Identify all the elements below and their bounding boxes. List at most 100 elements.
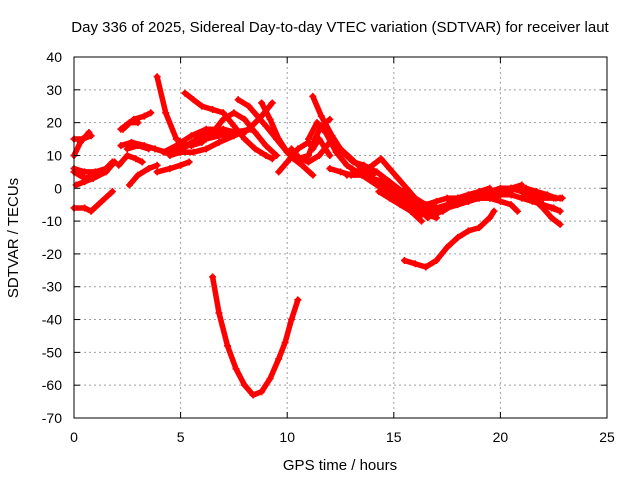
data-point <box>432 207 440 215</box>
data-point <box>422 211 430 219</box>
series-line <box>116 152 145 169</box>
data-point <box>224 342 232 350</box>
series-line <box>71 188 116 214</box>
data-point <box>230 132 238 140</box>
data-point <box>140 142 148 150</box>
data-point <box>411 260 419 268</box>
data-point <box>215 309 223 317</box>
data-point <box>151 145 159 153</box>
data-point <box>198 102 206 110</box>
data-point <box>219 109 227 117</box>
data-point <box>241 115 249 123</box>
y-tick-label: 30 <box>46 82 62 98</box>
data-point <box>343 161 351 169</box>
data-point <box>411 194 419 202</box>
data-point <box>209 273 217 281</box>
data-point <box>241 381 249 389</box>
data-point <box>177 148 185 156</box>
y-tick-label: -50 <box>42 344 62 360</box>
data-point <box>539 201 547 209</box>
data-point <box>305 158 313 166</box>
plot-frame <box>73 56 608 419</box>
data-point <box>202 125 210 133</box>
data-point <box>283 158 291 166</box>
y-axis-label: SDTVAR / TECUs <box>5 178 22 298</box>
data-point <box>326 115 334 123</box>
data-point <box>343 171 351 179</box>
data-point <box>115 161 123 169</box>
y-tick-label: 10 <box>46 147 62 163</box>
data-point <box>296 155 304 163</box>
data-point <box>390 184 398 192</box>
data-point <box>145 165 153 173</box>
data-point <box>234 96 242 104</box>
data-point <box>172 142 180 150</box>
series-arc-12 <box>125 161 161 189</box>
data-point <box>251 128 259 136</box>
data-point <box>403 184 411 192</box>
data-point <box>268 99 276 107</box>
data-point <box>396 201 404 209</box>
data-point <box>422 201 430 209</box>
data-point <box>518 181 526 189</box>
data-point <box>386 188 394 196</box>
data-point <box>490 207 498 215</box>
data-point <box>249 391 257 399</box>
x-tick-label: 5 <box>177 429 185 445</box>
series-arc-10 <box>119 109 155 133</box>
data-point <box>273 151 281 159</box>
data-point <box>262 122 270 130</box>
data-point <box>275 135 283 143</box>
series-line <box>209 274 301 398</box>
y-tick-label: 40 <box>46 49 62 65</box>
data-point <box>522 184 530 192</box>
data-point <box>172 135 180 143</box>
data-point <box>548 204 556 212</box>
data-point <box>123 145 131 153</box>
y-tick-label: -20 <box>42 246 62 262</box>
data-point <box>309 171 317 179</box>
x-tick-label: 20 <box>493 429 509 445</box>
data-point <box>215 138 223 146</box>
data-point <box>132 155 140 163</box>
data-point <box>518 194 526 202</box>
data-point <box>528 194 536 202</box>
series-line <box>401 208 497 270</box>
data-point <box>166 151 174 159</box>
data-point <box>375 181 383 189</box>
data-point <box>232 365 240 373</box>
data-point <box>98 197 106 205</box>
series-arc-24 <box>305 119 451 212</box>
data-point <box>543 191 551 199</box>
data-point <box>134 171 142 179</box>
series-arc-6 <box>70 188 116 215</box>
data-point <box>418 217 426 225</box>
series-line <box>154 159 192 175</box>
data-point <box>287 145 295 153</box>
data-point <box>181 89 189 97</box>
data-point <box>79 135 87 143</box>
data-point <box>287 316 295 324</box>
data-point <box>486 214 494 222</box>
data-point <box>160 148 168 156</box>
data-point <box>198 138 206 146</box>
series-line <box>126 162 160 188</box>
data-point <box>258 99 266 107</box>
data-point <box>281 339 289 347</box>
data-point <box>230 122 238 130</box>
data-point <box>140 112 148 120</box>
data-point <box>486 194 494 202</box>
data-point <box>138 158 146 166</box>
data-point <box>486 188 494 196</box>
data-point <box>400 191 408 199</box>
data-point <box>407 207 415 215</box>
data-point <box>305 151 313 159</box>
data-point <box>411 211 419 219</box>
data-point <box>81 178 89 186</box>
data-point <box>189 148 197 156</box>
data-point <box>464 197 472 205</box>
data-point <box>443 204 451 212</box>
data-point <box>315 151 323 159</box>
y-tick-label: -60 <box>42 377 62 393</box>
